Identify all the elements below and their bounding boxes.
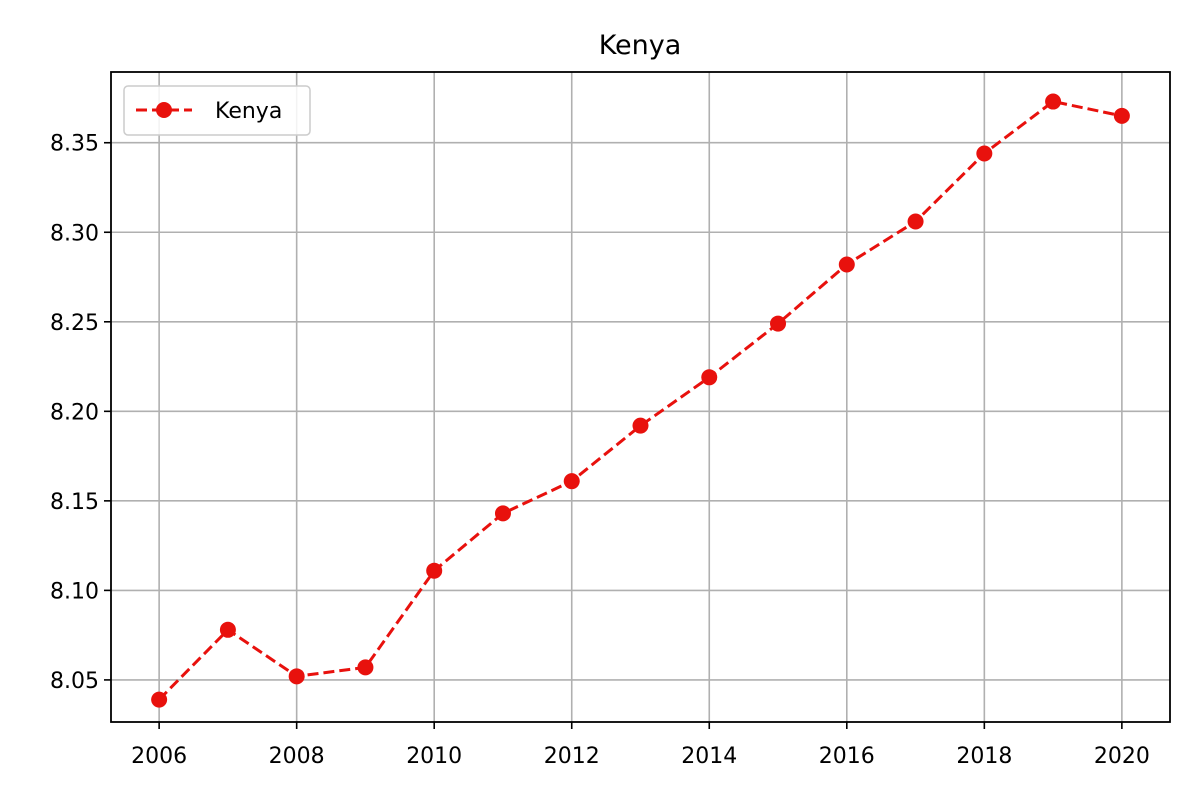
series-group <box>151 93 1130 708</box>
y-tick-label: 8.15 <box>50 490 99 515</box>
x-tick-label: 2012 <box>544 744 600 769</box>
axis-ticks: 2006 2008 2010 2012 2014 2016 2018 2020 8.05 8.10… <box>50 132 1150 769</box>
series-line-kenya <box>158 99 1123 701</box>
legend[interactable]: Kenya <box>123 85 311 136</box>
data-point[interactable] <box>563 473 580 490</box>
chart-title: Kenya <box>599 30 682 61</box>
y-tick-label: 8.20 <box>50 400 99 425</box>
y-tick-label: 8.25 <box>50 311 99 336</box>
y-tick-label: 8.05 <box>50 669 99 694</box>
x-tick-label: 2016 <box>819 744 875 769</box>
data-point[interactable] <box>288 668 305 685</box>
y-tick-label: 8.10 <box>50 579 99 604</box>
data-point[interactable] <box>357 659 374 676</box>
y-tick-label: 8.30 <box>50 221 99 246</box>
x-tick-label: 2008 <box>269 744 325 769</box>
data-point[interactable] <box>632 417 649 434</box>
data-point[interactable] <box>770 315 787 332</box>
data-point[interactable] <box>151 691 168 708</box>
data-point[interactable] <box>701 369 718 386</box>
data-point[interactable] <box>494 505 511 522</box>
data-point[interactable] <box>976 145 993 162</box>
x-tick-label: 2014 <box>681 744 737 769</box>
legend-label-kenya: Kenya <box>215 99 282 124</box>
x-tick-label: 2020 <box>1094 744 1150 769</box>
grid <box>111 72 1170 722</box>
x-tick-label: 2018 <box>956 744 1012 769</box>
data-point[interactable] <box>838 256 855 273</box>
data-point[interactable] <box>426 562 443 579</box>
legend-box <box>123 85 311 136</box>
data-point[interactable] <box>907 213 924 230</box>
data-point[interactable] <box>219 621 236 638</box>
x-tick-label: 2010 <box>406 744 462 769</box>
x-tick-label: 2006 <box>131 744 187 769</box>
data-point[interactable] <box>1113 107 1130 124</box>
plot-frame <box>110 71 1171 723</box>
y-tick-label: 8.35 <box>50 132 99 157</box>
legend-marker-kenya <box>156 102 172 118</box>
data-point[interactable] <box>1045 93 1062 110</box>
